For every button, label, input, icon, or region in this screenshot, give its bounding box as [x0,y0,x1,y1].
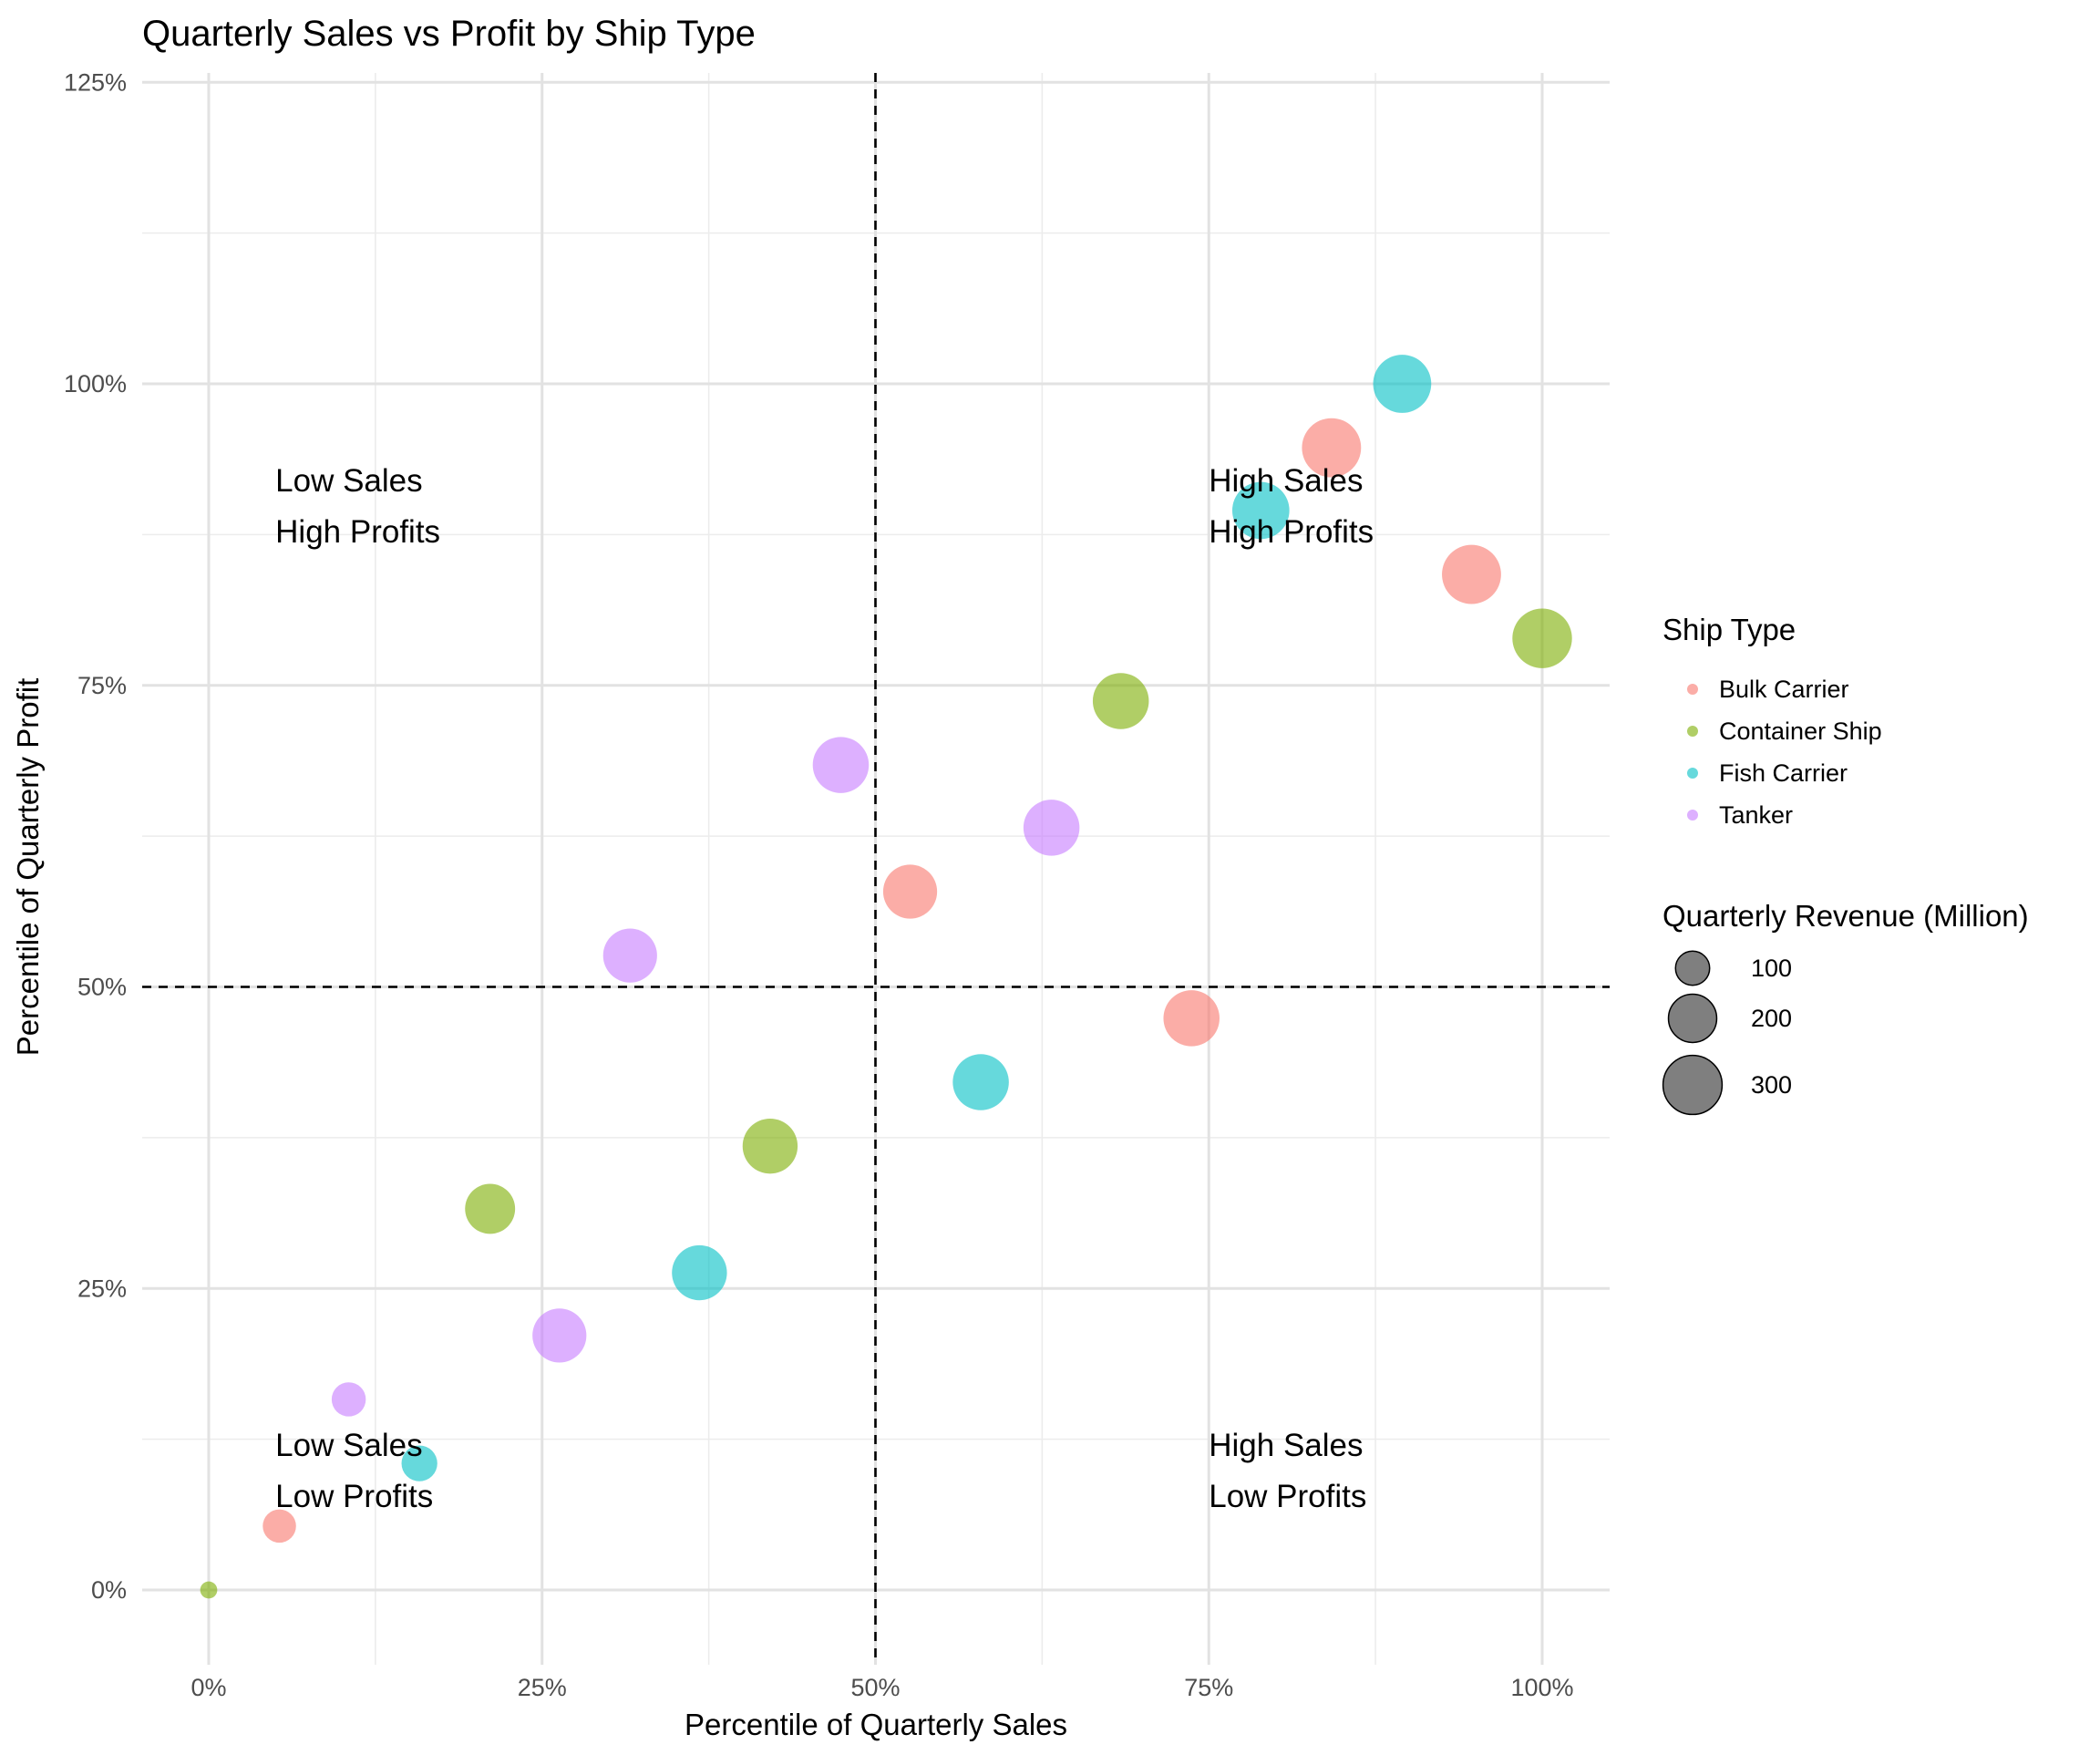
data-point [1092,673,1149,729]
quadrant-label: High Sales [1209,1428,1363,1463]
y-tick-label: 50% [77,974,127,1001]
x-tick-label: 75% [1184,1674,1233,1701]
legend-size-items: 100 200 300 [1662,950,1792,1116]
legend-color-key [1687,726,1698,737]
legend-color-label: Fish Carrier [1719,759,1848,787]
x-tick-label: 50% [850,1674,900,1701]
quadrant-label: Low Profits [1209,1479,1366,1514]
legend: Ship Type Bulk Carrier Container Ship Fish… [1662,613,2029,1116]
legend-size-key [1667,993,1718,1044]
quadrant-label: Low Sales [275,463,422,499]
data-point [602,928,657,983]
data-point [200,1581,218,1599]
x-axis-label: Percentile of Quarterly Sales [685,1708,1067,1741]
legend-color-key [1687,768,1698,779]
legend-size-title: Quarterly Revenue (Million) [1662,899,2029,933]
x-tick-label: 25% [518,1674,567,1701]
legend-color-items: Bulk Carrier Container Ship Fish Carrier Ta… [1687,676,1882,829]
quadrant-label: High Profits [1209,514,1374,550]
data-points [200,355,1572,1599]
data-point [952,1054,1009,1110]
quadrant-labels: Low Sales High Profits High Sales High Prof… [275,463,1374,1514]
legend-size-label: 100 [1751,955,1792,982]
y-tick-label: 25% [77,1275,127,1302]
legend-size-label: 300 [1751,1071,1792,1099]
data-point [1442,544,1501,604]
data-point [882,864,938,919]
legend-size-key [1674,950,1711,986]
data-point [1163,990,1220,1047]
x-tick-labels: 0% 25% 50% 75% 100% [190,1674,1573,1701]
legend-color-key [1687,810,1698,821]
x-tick-label: 100% [1510,1674,1573,1701]
data-point [672,1244,727,1301]
data-point [532,1308,587,1363]
y-tick-label: 125% [64,68,127,96]
quadrant-label: Low Sales [275,1428,422,1463]
legend-color-title: Ship Type [1662,613,1796,646]
y-axis-label: Percentile of Quarterly Profit [11,678,45,1057]
data-point [331,1382,366,1417]
quadrant-label: Low Profits [275,1479,433,1514]
legend-color-label: Container Ship [1719,717,1882,745]
y-tick-labels: 0% 25% 50% 75% 100% 125% [64,68,127,1604]
data-point [262,1509,296,1543]
x-tick-label: 0% [190,1674,226,1701]
reference-lines [142,73,1610,1665]
chart-title: Quarterly Sales vs Profit by Ship Type [142,14,756,54]
legend-size-key [1662,1054,1724,1116]
legend-color-label: Bulk Carrier [1719,676,1849,703]
data-point [1512,608,1572,668]
y-tick-label: 100% [64,370,127,397]
quadrant-label: High Sales [1209,463,1363,499]
legend-color-key [1687,684,1698,695]
data-point [1373,355,1432,413]
legend-color-label: Tanker [1719,801,1793,829]
data-point [1231,481,1290,540]
y-tick-label: 0% [91,1576,127,1604]
quadrant-label: High Profits [275,514,440,550]
data-point [401,1445,438,1481]
legend-size-label: 200 [1751,1005,1792,1032]
y-tick-label: 75% [77,672,127,699]
data-point [742,1118,798,1174]
data-point [812,737,870,793]
data-point [465,1183,516,1234]
data-point [1023,800,1080,856]
data-point [1302,418,1362,478]
